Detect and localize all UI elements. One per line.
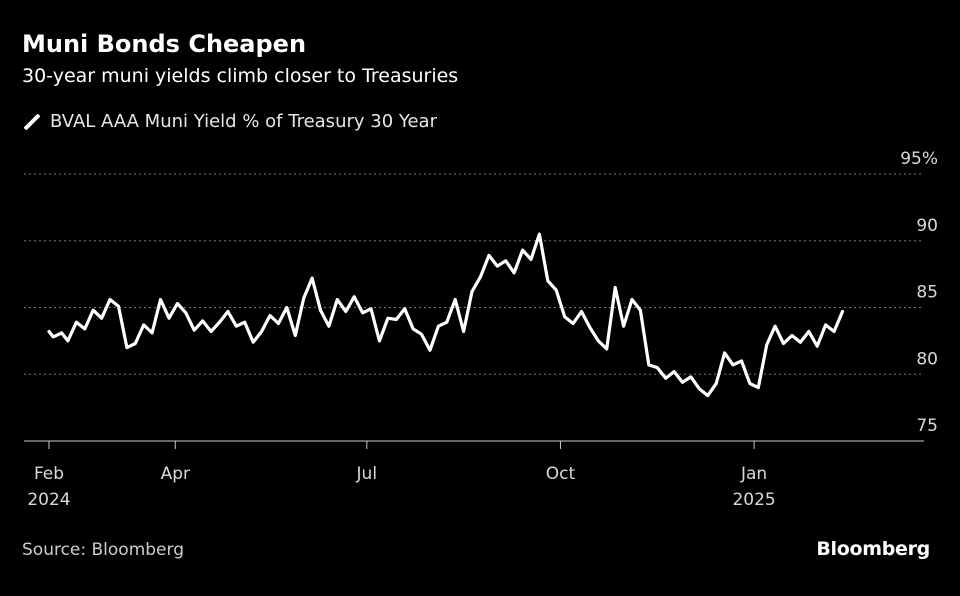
x-axis: [24, 440, 924, 449]
y-tick-label-95: 95%: [900, 149, 938, 169]
series-layer: [47, 232, 845, 398]
y-axis-tick-labels: 95% 90 85 80 75: [900, 149, 938, 436]
grid-lines: [24, 173, 924, 375]
x-tick-label-year: 2025: [732, 490, 775, 510]
x-tick-label-month: Jul: [356, 464, 378, 484]
series-line-0: [47, 232, 845, 398]
x-axis-tick-labels: Feb 2024 Apr Jul Oct Jan 2025: [27, 464, 775, 510]
x-tick-label-year: 2024: [27, 490, 70, 510]
x-tick-label-month: Feb: [34, 464, 64, 484]
y-tick-label-80: 80: [916, 349, 938, 369]
legend-label: BVAL AAA Muni Yield % of Treasury 30 Yea…: [50, 111, 437, 132]
bloomberg-logo: Bloomberg: [816, 538, 930, 560]
chart-title: Muni Bonds Cheapen: [22, 30, 307, 58]
legend: BVAL AAA Muni Yield % of Treasury 30 Yea…: [22, 111, 437, 132]
x-tick-label-month: Jan: [740, 464, 767, 484]
y-tick-label-85: 85: [916, 283, 938, 303]
x-tick-label-month: Apr: [161, 464, 190, 484]
y-tick-label-90: 90: [916, 216, 938, 236]
y-tick-label-75: 75: [916, 416, 938, 436]
source-note: Source: Bloomberg: [22, 540, 184, 560]
chart-subtitle: 30-year muni yields climb closer to Trea…: [22, 65, 459, 87]
x-tick-label-month: Oct: [546, 464, 576, 484]
